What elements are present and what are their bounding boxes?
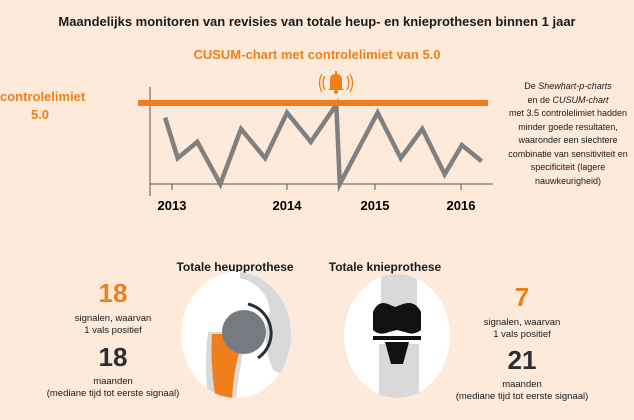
x-tick-label: 2014 — [273, 198, 303, 213]
control-limit-label: controlelimiet 5.0 — [0, 88, 86, 124]
knee-months-count: 21 — [507, 345, 537, 375]
knee-months-text: maanden (mediane tijd tot eerste signaal) — [455, 379, 589, 402]
x-tick-label: 2015 — [361, 198, 390, 213]
bell-icon — [318, 71, 354, 94]
note-text: De Shewhart-p-charts en de CUSUM-chart m… — [508, 81, 628, 186]
hip-signals-text: signalen, waarvan 1 vals positief — [74, 313, 152, 336]
cusum-series-line — [162, 97, 484, 193]
x-tick-label: 2016 — [447, 198, 476, 213]
x-tick-label: 2013 — [158, 198, 187, 213]
knee-signals-count: 7 — [514, 282, 530, 312]
hip-signals-count: 18 — [98, 278, 128, 308]
control-limit-value: 5.0 — [30, 107, 50, 122]
hip-months-count: 18 — [98, 342, 128, 372]
hip-prosthesis-icon — [181, 272, 291, 398]
control-limit-line — [138, 100, 488, 106]
knee-signals-text: signalen, waarvan 1 vals positief — [483, 317, 561, 340]
page-title: Maandelijks monitoren van revisies van t… — [58, 14, 576, 29]
knee-prosthesis-icon — [344, 274, 450, 398]
cusum-chart: 2013 2014 2015 2016 — [138, 71, 493, 213]
knee-title: Totale knieprothese — [328, 260, 442, 274]
control-limit-text: controlelimiet — [0, 89, 86, 104]
hip-title: Totale heupprothese — [176, 260, 294, 274]
chart-title: CUSUM-chart met controlelimiet van 5.0 — [193, 47, 441, 62]
hip-months-text: maanden (mediane tijd tot eerste signaal) — [46, 376, 180, 399]
